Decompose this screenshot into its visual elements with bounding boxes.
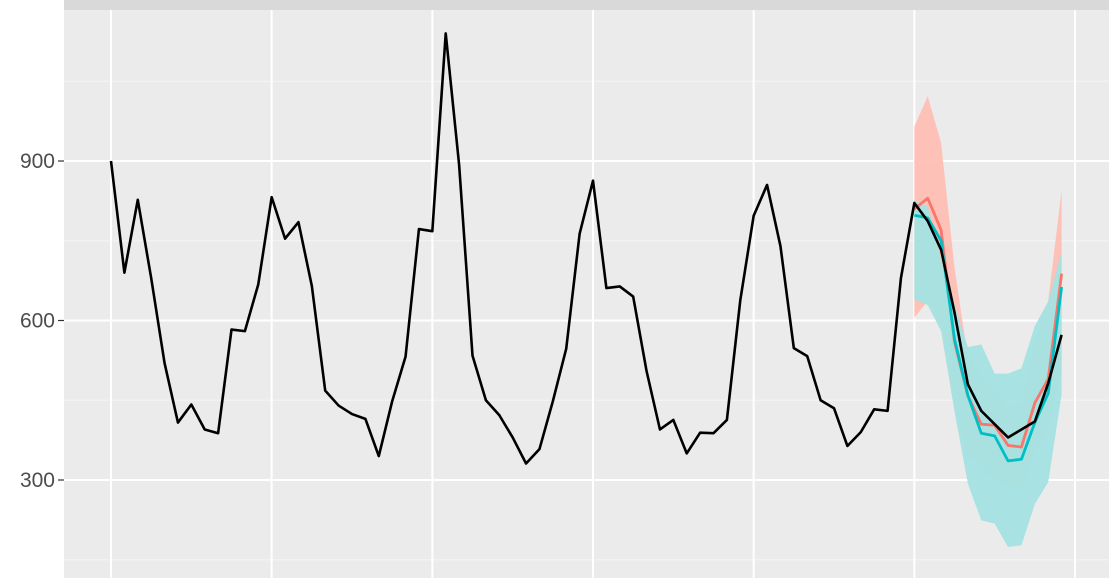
y-tick-label: 600 xyxy=(20,310,55,333)
series-lines xyxy=(109,32,1064,465)
y-tick-label: 300 xyxy=(20,469,55,492)
top-strip xyxy=(64,0,1109,10)
y-tick-label: 900 xyxy=(20,150,55,173)
facet-strip xyxy=(64,0,1109,10)
observed-series-line xyxy=(109,32,1063,465)
forecast-interval-band-2 xyxy=(914,200,1062,547)
forecast-bands xyxy=(914,96,1062,547)
forecast-series-line-0 xyxy=(913,196,1063,449)
y-axis: 300 600 900 xyxy=(20,150,64,492)
